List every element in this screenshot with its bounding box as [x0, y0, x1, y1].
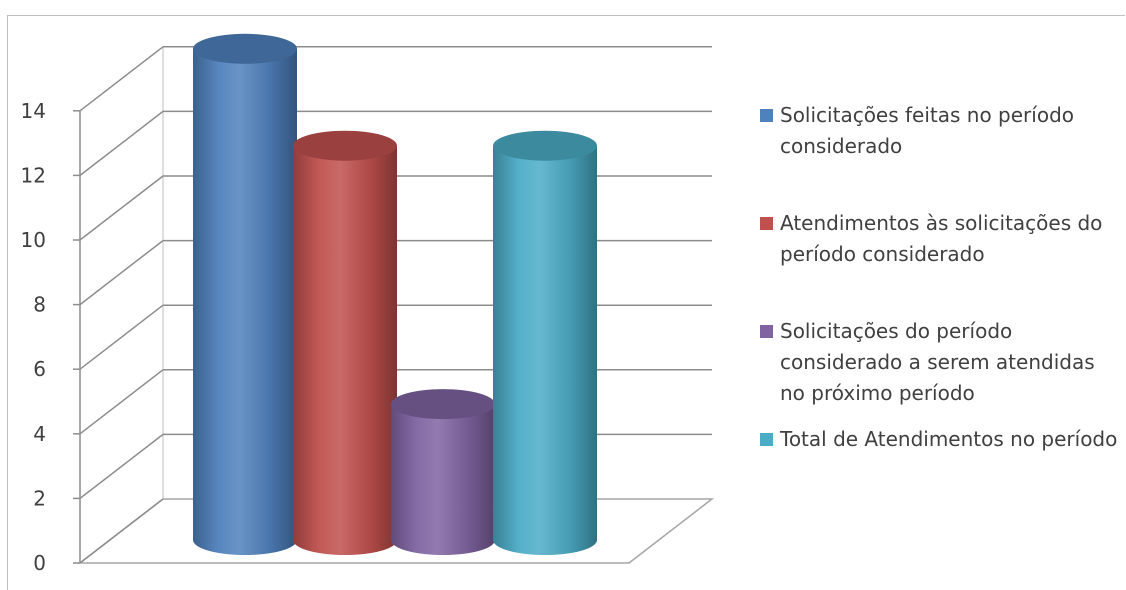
- legend-swatch-2: [760, 217, 773, 230]
- gridline-side: [79, 369, 164, 435]
- y-tick-label: 14: [21, 99, 46, 123]
- legend-swatch-4: [760, 433, 773, 446]
- y-tick-label: 10: [21, 228, 46, 252]
- bar-2-body: [293, 145, 397, 555]
- y-tick-label: 0: [33, 551, 46, 575]
- gridline-side: [79, 433, 164, 499]
- legend-label-1: Solicitações feitas no período considera…: [780, 103, 1075, 158]
- bar-3-body: [391, 404, 495, 555]
- bar-4-top: [493, 130, 597, 161]
- legend-item-2: Atendimentos às solicitações do período …: [760, 208, 1120, 316]
- gridline-side: [79, 175, 164, 241]
- gridline-side: [79, 110, 164, 176]
- bar-4: [493, 130, 597, 555]
- legend-label-3: Solicitações do período considerado a se…: [780, 319, 1095, 405]
- legend-swatch-1: [760, 109, 773, 122]
- legend-item-3: Solicitações do período considerado a se…: [760, 316, 1120, 424]
- y-tick-label: 2: [33, 486, 46, 510]
- bar-4-body: [493, 145, 597, 555]
- legend-label-4: Total de Atendimentos no período: [780, 427, 1118, 451]
- gridline-side: [79, 46, 164, 112]
- bar-1: [193, 33, 297, 556]
- legend-item-4: Total de Atendimentos no período: [760, 424, 1120, 455]
- bar-3-top: [391, 389, 495, 420]
- legend-item-1: Solicitações feitas no período considera…: [760, 100, 1120, 208]
- y-axis: 0 2 4 6 8 10 12 14: [21, 99, 80, 575]
- legend: Solicitações feitas no período considera…: [760, 100, 1120, 455]
- gridline-side: [79, 240, 164, 306]
- y-tick-label: 12: [21, 163, 46, 187]
- gridline-side: [79, 304, 164, 370]
- bar-2: [293, 130, 397, 555]
- legend-label-2: Atendimentos às solicitações do período …: [780, 211, 1103, 266]
- y-tick-label: 8: [33, 293, 46, 317]
- y-tick-label: 4: [33, 422, 46, 446]
- legend-swatch-3: [760, 325, 773, 338]
- bars: [193, 33, 597, 556]
- bar-3: [391, 389, 495, 555]
- bar-2-top: [293, 130, 397, 161]
- gridline-side: [79, 498, 164, 564]
- y-tick-label: 6: [33, 357, 46, 381]
- chart-frame: [7, 15, 1125, 590]
- bar-1-body: [193, 48, 297, 556]
- bar-1-top: [193, 33, 297, 64]
